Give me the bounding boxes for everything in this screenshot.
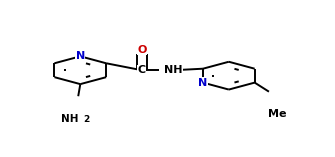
Text: NH: NH <box>164 65 183 75</box>
Text: NH: NH <box>61 114 79 124</box>
Text: 2: 2 <box>83 115 89 124</box>
Text: N: N <box>76 51 85 61</box>
Text: N: N <box>198 78 208 88</box>
Text: O: O <box>137 45 146 55</box>
Text: Me: Me <box>268 109 286 119</box>
Text: C: C <box>138 65 146 75</box>
